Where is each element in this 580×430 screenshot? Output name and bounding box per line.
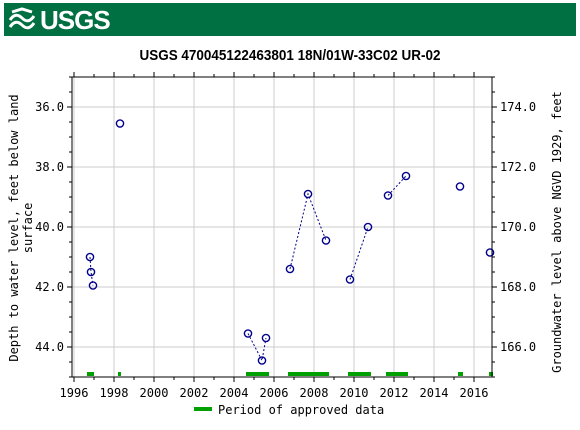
usgs-logo[interactable]: USGS bbox=[8, 5, 111, 35]
series-line bbox=[247, 333, 267, 363]
data-point bbox=[243, 329, 253, 338]
x-tick-label: 2012 bbox=[380, 386, 409, 400]
x-tick-label: 2000 bbox=[140, 386, 169, 400]
series-line bbox=[387, 175, 407, 196]
y-tick-label: 44.0 bbox=[35, 340, 64, 354]
approved-period-bar bbox=[386, 372, 408, 376]
y-axis-left: 36.0 38.0 40.0 42.0 44.0 bbox=[35, 76, 72, 378]
y2-tick-label: 170.0 bbox=[500, 220, 536, 234]
x-axis: 1996 1998 2000 2002 2004 2006 2008 2010 2012 2014… bbox=[60, 72, 489, 400]
data-point bbox=[88, 281, 98, 290]
legend: Period of approved data bbox=[194, 403, 384, 417]
x-tick-label: 1996 bbox=[60, 386, 89, 400]
legend-label: Period of approved data bbox=[218, 403, 384, 417]
series-line bbox=[349, 226, 369, 280]
x-tick-label: 2016 bbox=[460, 386, 489, 400]
data-point bbox=[115, 119, 125, 128]
y-axis-label-left-line1: Depth to water level, feet below land bbox=[7, 94, 21, 361]
approved-period-bar bbox=[458, 372, 463, 376]
y-tick-label: 42.0 bbox=[35, 280, 64, 294]
data-point bbox=[383, 191, 393, 200]
approved-period-bar bbox=[288, 372, 329, 376]
data-point bbox=[321, 236, 331, 245]
legend-swatch bbox=[194, 407, 212, 411]
data-point bbox=[285, 264, 295, 274]
data-point bbox=[485, 248, 495, 257]
data-point bbox=[401, 171, 411, 181]
x-tick-label: 2014 bbox=[420, 386, 449, 400]
usgs-banner: USGS bbox=[0, 0, 580, 40]
y-axis-label-left-line2: surface bbox=[21, 203, 35, 254]
chart-title: USGS 470045122463801 18N/01W-33C02 UR-02 bbox=[139, 47, 440, 64]
approved-periods bbox=[87, 372, 493, 376]
approved-period-bar bbox=[348, 372, 371, 376]
y-tick-label: 38.0 bbox=[35, 160, 64, 174]
series-line bbox=[289, 192, 327, 270]
x-tick-label: 1998 bbox=[100, 386, 129, 400]
y2-tick-label: 172.0 bbox=[500, 160, 536, 174]
grid-layer bbox=[72, 77, 492, 377]
data-point bbox=[345, 275, 355, 284]
data-point bbox=[303, 189, 313, 199]
approved-period-bar bbox=[246, 372, 269, 376]
y-tick-label: 36.0 bbox=[35, 100, 64, 114]
x-tick-label: 2008 bbox=[300, 386, 329, 400]
series-layer bbox=[85, 119, 495, 365]
logo-text: USGS bbox=[40, 5, 111, 35]
x-tick-label: 2002 bbox=[180, 386, 209, 400]
usgs-wave-icon bbox=[8, 7, 36, 30]
x-tick-label: 2004 bbox=[220, 386, 249, 400]
y2-tick-label: 166.0 bbox=[500, 340, 536, 354]
data-point bbox=[257, 356, 267, 365]
banner-bar bbox=[4, 3, 576, 36]
x-tick-label: 2010 bbox=[340, 386, 369, 400]
data-point bbox=[363, 222, 373, 232]
x-tick-label: 2006 bbox=[260, 386, 289, 400]
y-tick-label: 40.0 bbox=[35, 220, 64, 234]
y-axis-label-right: Groundwater level above NGVD 1929, feet bbox=[550, 91, 564, 373]
data-point bbox=[455, 182, 465, 191]
approved-period-bar bbox=[489, 372, 493, 376]
data-point bbox=[261, 333, 271, 343]
y-axis-right: 174.0 172.0 170.0 168.0 166.0 bbox=[492, 76, 536, 378]
approved-period-bar bbox=[87, 372, 94, 376]
y2-tick-label: 174.0 bbox=[500, 100, 536, 114]
y2-tick-label: 168.0 bbox=[500, 280, 536, 294]
data-point bbox=[85, 252, 95, 262]
series-line bbox=[89, 256, 94, 286]
data-point bbox=[86, 267, 96, 277]
approved-period-bar bbox=[118, 372, 121, 376]
